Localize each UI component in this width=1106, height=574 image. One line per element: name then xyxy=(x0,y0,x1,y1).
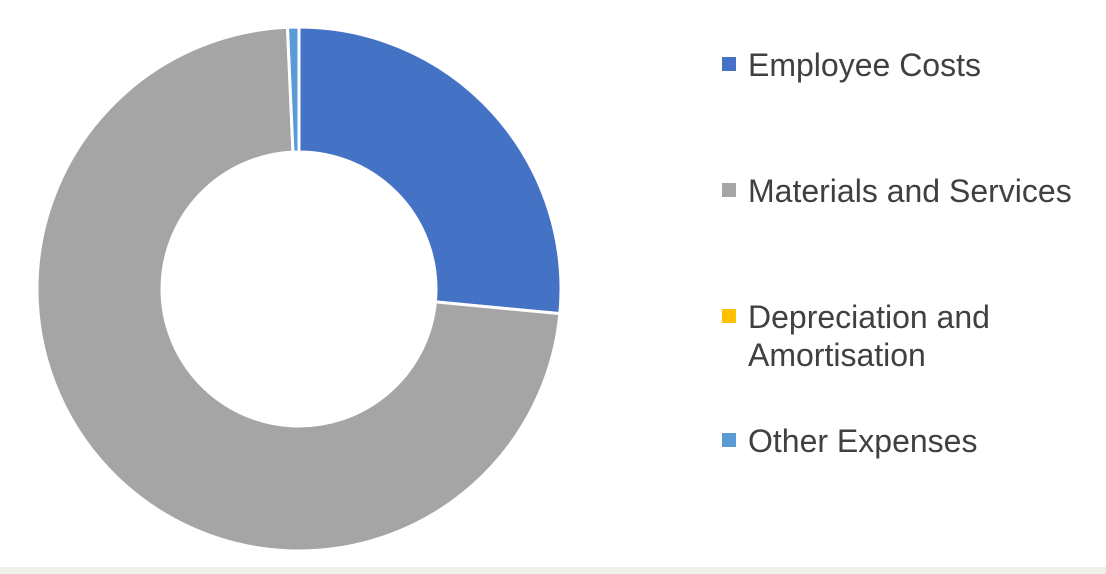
legend-item-other-expenses: Other Expenses xyxy=(722,422,1106,460)
legend-item-employee-costs: Employee Costs xyxy=(722,46,1106,84)
legend-item-materials-and-services: Materials and Services xyxy=(722,172,1106,210)
donut-slices xyxy=(35,25,563,553)
legend-label-depreciation-and-amortisation: Depreciation and Amortisation xyxy=(748,299,990,373)
legend-swatch-other-expenses xyxy=(722,433,736,447)
legend-label-other-expenses: Other Expenses xyxy=(748,423,978,459)
slice-employee-costs xyxy=(297,25,563,316)
legend-item-depreciation-and-amortisation: Depreciation and Amortisation xyxy=(722,298,1018,374)
legend-label-employee-costs: Employee Costs xyxy=(748,47,981,83)
legend-swatch-depreciation-and-amortisation xyxy=(722,309,736,323)
legend-swatch-employee-costs xyxy=(722,57,736,71)
chart-legend: Employee Costs Materials and Services De… xyxy=(722,0,1106,574)
bottom-divider xyxy=(0,567,1106,574)
slice-materials-and-services xyxy=(35,25,562,553)
legend-swatch-materials-and-services xyxy=(722,183,736,197)
slice-other-expenses xyxy=(285,25,301,154)
legend-label-materials-and-services: Materials and Services xyxy=(748,173,1072,209)
